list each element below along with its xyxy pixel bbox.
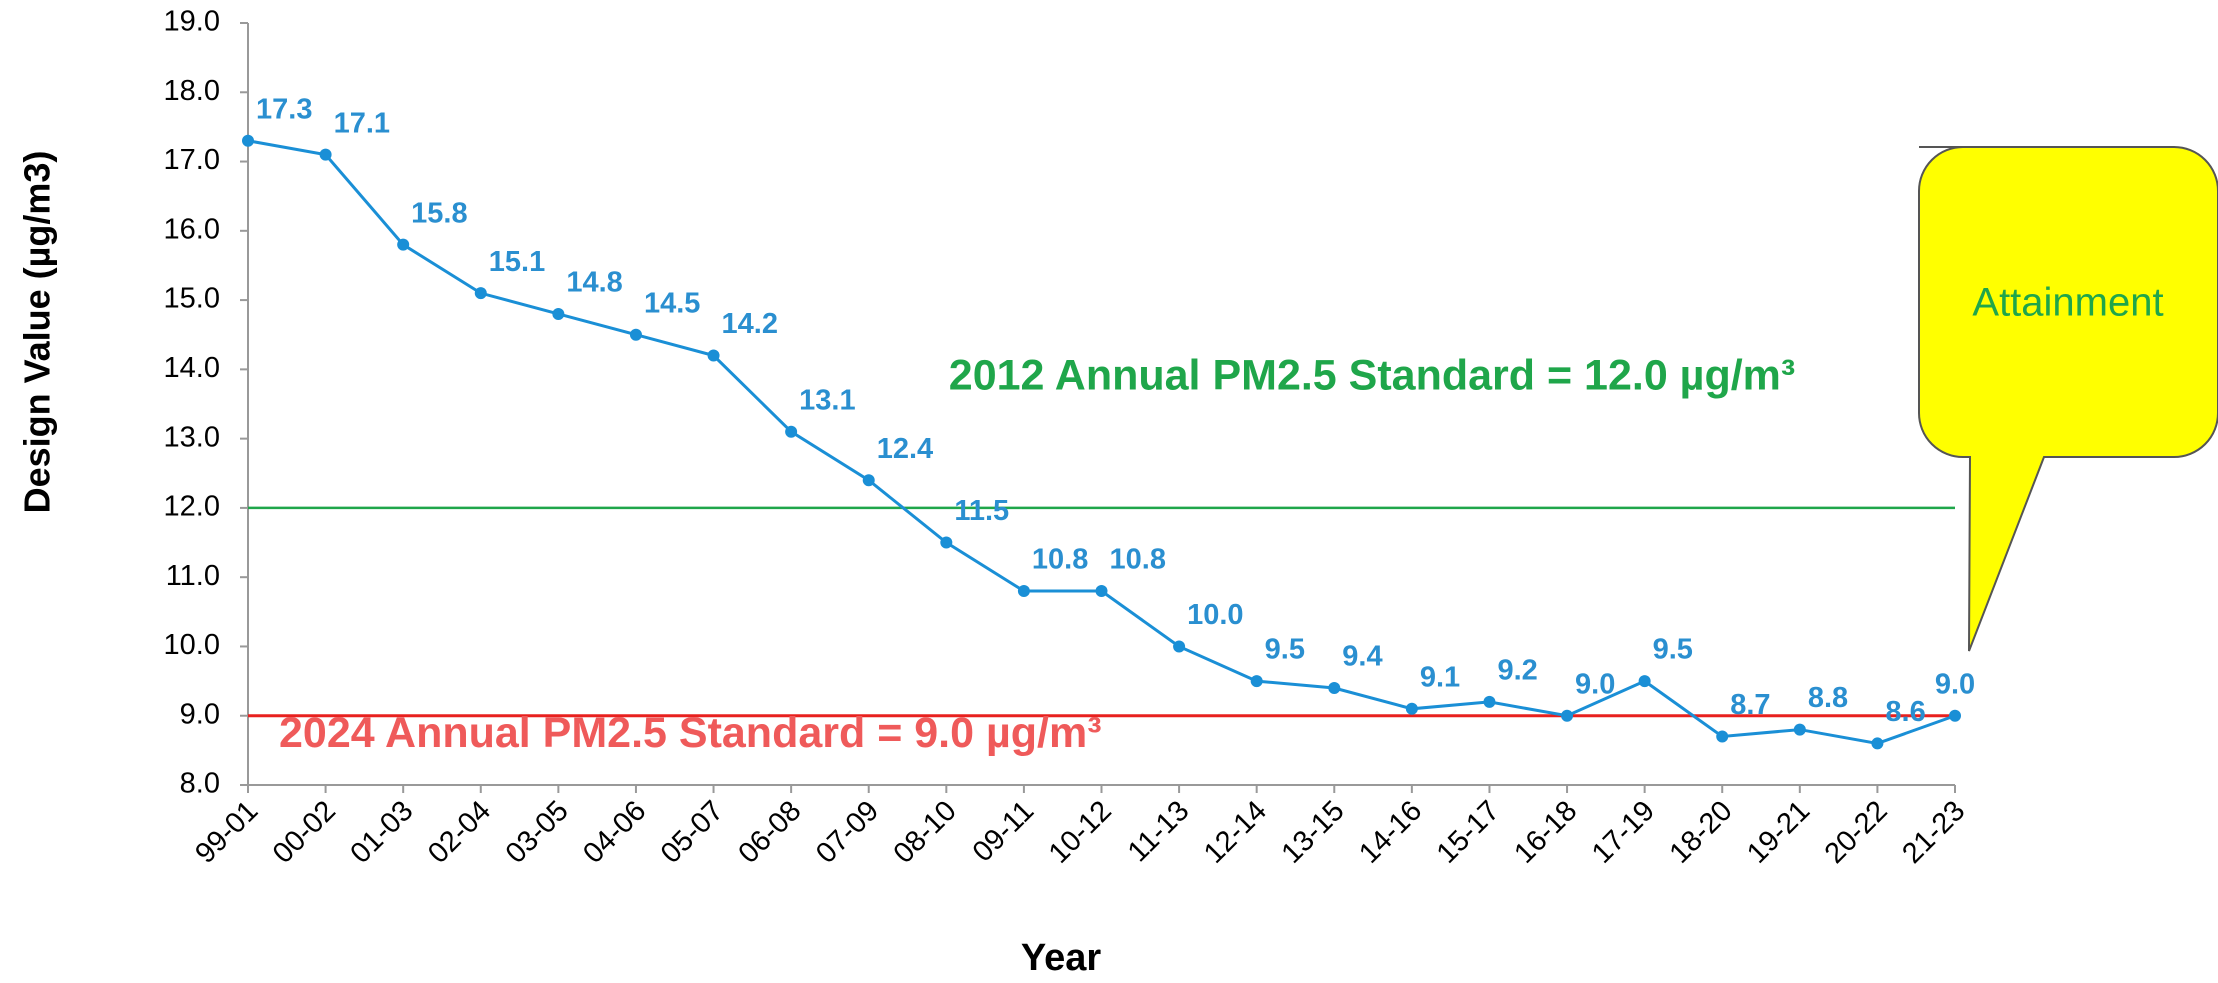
point [1949, 709, 1961, 722]
x-tick-label: 14-16 [1353, 795, 1428, 870]
x-tick-label: 17-19 [1586, 795, 1661, 870]
point [1483, 695, 1496, 708]
x-tick-label: 07-09 [810, 795, 885, 870]
callout-box [1918, 146, 2218, 652]
x-tick-label: 15-17 [1431, 795, 1506, 870]
point [474, 287, 487, 300]
data-label: 11.5 [954, 495, 1009, 527]
point [242, 134, 254, 147]
x-tick-label: 99-01 [189, 795, 264, 870]
data-label: 8.8 [1808, 682, 1848, 714]
x-tick-label: 01-03 [344, 795, 419, 870]
data-label: 12.4 [877, 433, 933, 465]
data-label: 9.2 [1497, 655, 1537, 687]
data-label: 9.5 [1653, 634, 1693, 666]
data-label: 15.1 [489, 246, 545, 278]
x-tick-label: 09-11 [967, 795, 1041, 869]
x-tick-label: 19-21 [1741, 795, 1816, 870]
point [319, 148, 332, 161]
x-tick-label: 20-22 [1819, 795, 1894, 870]
point [1561, 709, 1574, 722]
x-tick-label: 10-12 [1043, 795, 1118, 870]
x-tick-label: 08-10 [888, 795, 963, 870]
point [862, 474, 875, 487]
point [1250, 675, 1263, 688]
x-tick-label: 05-07 [655, 795, 730, 870]
y-axis-title: Design Value (µg/m3) [17, 151, 58, 514]
point [1871, 737, 1884, 750]
reference-label: 2012 Annual PM2.5 Standard = 12.0 µg/m³ [949, 351, 1795, 399]
y-tick-label: 13.0 [164, 421, 220, 453]
point [940, 536, 953, 549]
x-tick-label: 16-18 [1508, 795, 1583, 870]
data-label: 9.4 [1342, 641, 1382, 673]
x-tick-label: 04-06 [577, 795, 652, 870]
point [707, 349, 720, 362]
y-tick-label: 15.0 [164, 283, 220, 315]
y-tick-label: 9.0 [180, 698, 220, 730]
x-tick-label: 12-14 [1198, 795, 1273, 870]
point [1095, 585, 1108, 598]
x-tick-label: 21-23 [1896, 795, 1971, 870]
y-tick-label: 17.0 [164, 144, 220, 176]
line [247, 139, 1956, 745]
x-tick-label: 02-04 [422, 795, 497, 870]
data-label: 13.1 [799, 384, 855, 416]
y-tick-label: 19.0 [164, 6, 220, 38]
x-tick-label: 13-15 [1276, 795, 1351, 870]
point [397, 238, 410, 251]
y-tick-label: 16.0 [164, 213, 220, 245]
point [1328, 682, 1341, 695]
point [1638, 675, 1651, 688]
data-label: 14.2 [722, 308, 778, 340]
data-label: 9.1 [1420, 661, 1460, 693]
x-axis-title: Year [1021, 937, 1102, 979]
y-tick-label: 14.0 [164, 352, 220, 384]
data-label: 9.5 [1265, 634, 1305, 666]
data-label: 10.8 [1032, 544, 1088, 576]
data-label: 14.5 [644, 287, 700, 319]
point [1017, 585, 1030, 598]
data-label: 10.0 [1187, 599, 1243, 631]
data-label: 17.3 [256, 93, 312, 125]
point [552, 307, 565, 320]
data-label: 10.8 [1110, 544, 1166, 576]
y-tick-label: 18.0 [164, 75, 220, 107]
y-tick-label: 11.0 [166, 560, 220, 592]
data-label: 14.8 [566, 267, 622, 299]
point [785, 425, 798, 438]
point [1405, 702, 1418, 715]
data-label: 9.0 [1575, 668, 1615, 700]
data-label: 9.0 [1935, 668, 1975, 700]
y-tick-label: 8.0 [180, 768, 220, 800]
data-label: 15.8 [411, 197, 467, 229]
point [1173, 640, 1186, 653]
data-label: 8.7 [1730, 689, 1770, 721]
data-label: 17.1 [334, 107, 390, 139]
y-tick-label: 10.0 [164, 629, 220, 661]
x-tick-label: 03-05 [500, 795, 575, 870]
point [629, 328, 642, 341]
x-tick-label: 06-08 [732, 795, 807, 870]
reference-label: 2024 Annual PM2.5 Standard = 9.0 µg/m³ [279, 709, 1102, 757]
point [1716, 730, 1729, 743]
point [1793, 723, 1806, 736]
callout-text: Attainment [1972, 281, 2163, 325]
y-tick-label: 12.0 [164, 491, 220, 523]
x-tick-label: 11-13 [1122, 795, 1196, 869]
x-tick-label: 00-02 [267, 795, 342, 870]
x-tick-label: 18-20 [1664, 795, 1739, 870]
data-label: 8.6 [1885, 696, 1925, 728]
